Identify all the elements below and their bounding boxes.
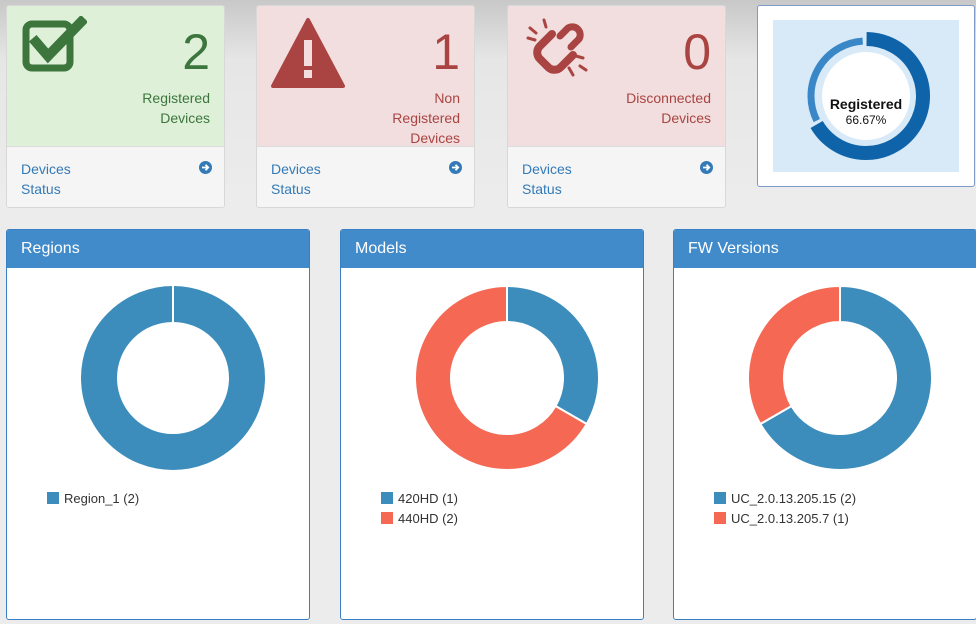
chart-legend: Region_1 (2) [47, 489, 139, 509]
legend-label: 440HD (2) [398, 511, 458, 526]
panel-title: Regions [7, 230, 309, 268]
card-footer[interactable]: Devices Status [7, 146, 224, 207]
panel-title: Models [341, 230, 643, 268]
legend-swatch [381, 512, 393, 524]
legend-swatch [714, 492, 726, 504]
broken-link-icon [526, 18, 588, 77]
warning-triangle-icon [271, 18, 345, 88]
non-registered-label: Non Registered Devices [310, 88, 460, 148]
non-registered-count: 1 [432, 24, 460, 80]
card-footer[interactable]: Devices Status [508, 146, 725, 207]
slice-uc-2-0-13-205-15[interactable] [758, 284, 933, 471]
label-line: Non [434, 90, 460, 106]
legend-swatch [47, 492, 59, 504]
legend-label: UC_2.0.13.205.15 (2) [731, 491, 857, 506]
legend-swatch [714, 512, 726, 524]
gauge-value-arc [810, 32, 930, 160]
registered-gauge [807, 32, 930, 160]
link-line[interactable]: Devices [522, 161, 572, 177]
legend-label: Region_1 (2) [64, 491, 140, 506]
regions-donut-chart [81, 286, 265, 470]
link-line[interactable]: Devices [21, 161, 71, 177]
legend-item: UC_2.0.13.205.7 (1) [714, 509, 856, 529]
legend-label: UC_2.0.13.205.7 (1) [731, 511, 849, 526]
link-line[interactable]: Status [21, 181, 61, 197]
label-line: Devices [160, 110, 210, 126]
gauge-track [807, 37, 863, 123]
devices-status-link[interactable]: Devices Status [271, 159, 321, 199]
registered-count: 2 [182, 24, 210, 80]
gauge-area: Registered 66.67% [773, 20, 959, 172]
link-line[interactable]: Status [522, 181, 562, 197]
slice-region-1[interactable] [81, 286, 265, 470]
registered-gauge-card: Registered 66.67% [757, 5, 975, 187]
label-line: Registered [142, 90, 210, 106]
legend-item: 440HD (2) [381, 509, 458, 529]
disconnected-label: Disconnected Devices [561, 88, 711, 128]
regions-panel: Regions Region_1 (2) [6, 229, 310, 620]
gauge-center [822, 52, 910, 140]
card-footer[interactable]: Devices Status [257, 146, 474, 207]
legend-label: 420HD (1) [398, 491, 458, 506]
slice-uc-2-0-13-205-7[interactable] [747, 284, 841, 426]
slice-440hd[interactable] [414, 284, 589, 471]
devices-status-link[interactable]: Devices Status [522, 159, 572, 199]
registered-devices-card: 2 Registered Devices Devices Status [6, 5, 225, 208]
models-panel: Models 420HD (1) 440HD (2) [340, 229, 644, 620]
non-registered-devices-card: 1 Non Registered Devices Devices Status [256, 5, 475, 208]
chart-legend: 420HD (1) 440HD (2) [381, 489, 458, 529]
legend-item: Region_1 (2) [47, 489, 139, 509]
link-line[interactable]: Devices [271, 161, 321, 177]
devices-status-link[interactable]: Devices Status [21, 159, 71, 199]
fw-versions-panel: FW Versions UC_2.0.13.205.15 (2) UC_2.0.… [673, 229, 976, 620]
label-line: Registered [392, 110, 460, 126]
label-line: Devices [410, 130, 460, 146]
registered-label: Registered Devices [60, 88, 210, 128]
chart-legend: UC_2.0.13.205.15 (2) UC_2.0.13.205.7 (1) [714, 489, 856, 529]
check-square-icon [22, 16, 87, 72]
card-body: 2 Registered Devices [7, 6, 224, 149]
gauge-percent: 66.67% [845, 113, 887, 127]
card-body: 1 Non Registered Devices [257, 6, 474, 149]
legend-item: 420HD (1) [381, 489, 458, 509]
gauge-label: Registered [829, 96, 903, 112]
card-body: 0 Disconnected Devices [508, 6, 725, 149]
arrow-circle-right-icon[interactable] [700, 161, 713, 174]
panel-title: FW Versions [674, 230, 976, 268]
legend-item: UC_2.0.13.205.15 (2) [714, 489, 856, 509]
slice-420hd[interactable] [506, 284, 600, 426]
legend-swatch [381, 492, 393, 504]
label-line: Disconnected [626, 90, 711, 106]
fw-versions-donut-chart [747, 284, 933, 471]
label-line: Devices [661, 110, 711, 126]
arrow-circle-right-icon[interactable] [449, 161, 462, 174]
disconnected-devices-card: 0 Disconnected Devices Devices Status [507, 5, 726, 208]
disconnected-count: 0 [683, 24, 711, 80]
arrow-circle-right-icon[interactable] [199, 161, 212, 174]
models-donut-chart [414, 284, 600, 471]
link-line[interactable]: Status [271, 181, 311, 197]
